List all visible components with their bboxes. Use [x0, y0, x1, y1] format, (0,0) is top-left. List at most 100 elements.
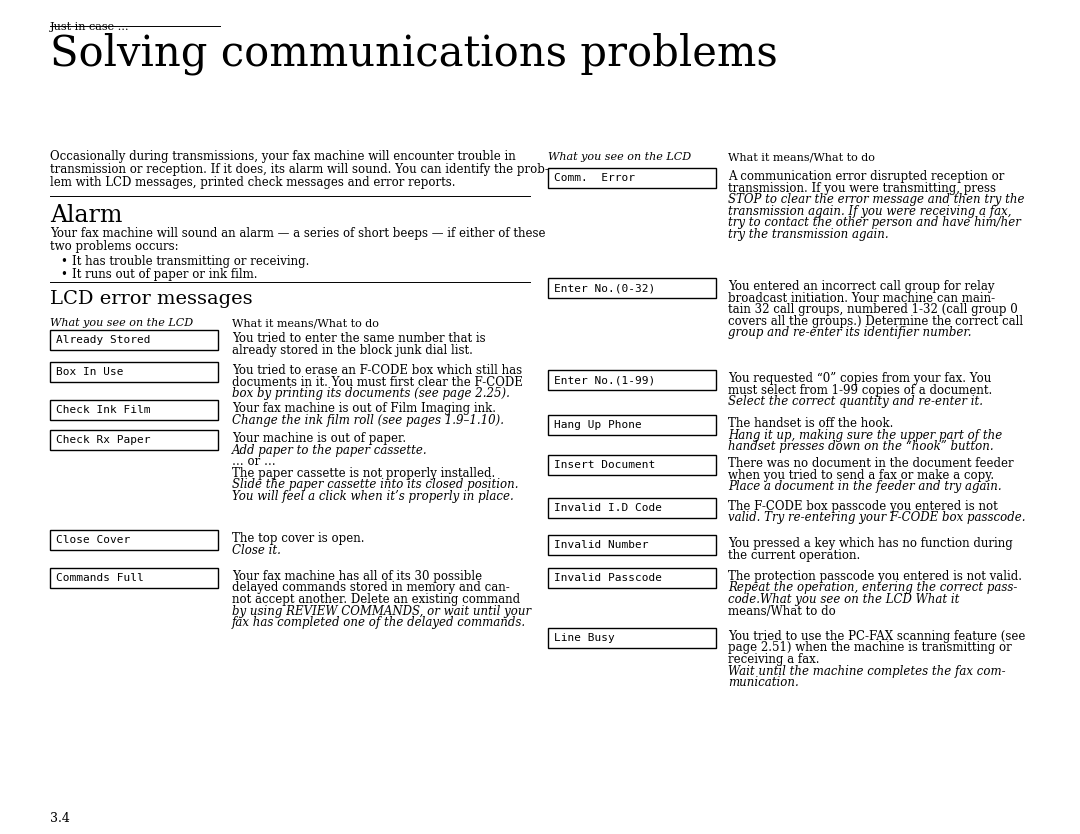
Text: Hang Up Phone: Hang Up Phone — [554, 420, 642, 430]
Bar — [50, 400, 218, 420]
Text: documents in it. You must first clear the F-CODE: documents in it. You must first clear th… — [232, 375, 523, 389]
Bar — [548, 568, 716, 588]
Text: It has trouble transmitting or receiving.: It has trouble transmitting or receiving… — [72, 255, 309, 268]
Text: not accept another. Delete an existing command: not accept another. Delete an existing c… — [232, 593, 521, 606]
Text: Invalid I.D Code: Invalid I.D Code — [554, 503, 662, 513]
Text: covers all the groups.) Determine the correct call: covers all the groups.) Determine the co… — [728, 314, 1023, 328]
Bar — [548, 370, 716, 390]
Bar — [50, 530, 218, 550]
Text: Enter No.(0-32): Enter No.(0-32) — [554, 283, 656, 293]
Text: Just in case …: Just in case … — [50, 22, 130, 32]
Text: What it means/What to do: What it means/What to do — [232, 318, 379, 328]
Text: •: • — [60, 255, 67, 268]
Text: You will feel a click when it’s properly in place.: You will feel a click when it’s properly… — [232, 490, 514, 503]
Text: The paper cassette is not properly installed.: The paper cassette is not properly insta… — [232, 466, 496, 480]
Text: Place a document in the feeder and try again.: Place a document in the feeder and try a… — [728, 480, 1001, 493]
Bar — [548, 455, 716, 475]
Text: Your machine is out of paper.: Your machine is out of paper. — [232, 432, 406, 445]
Text: tain 32 call groups, numbered 1-32 (call group 0: tain 32 call groups, numbered 1-32 (call… — [728, 303, 1017, 316]
Text: Check Rx Paper: Check Rx Paper — [56, 435, 150, 445]
Text: The top cover is open.: The top cover is open. — [232, 532, 365, 545]
Text: Your fax machine is out of Film Imaging ink.: Your fax machine is out of Film Imaging … — [232, 402, 496, 415]
Text: Your fax machine will sound an alarm — a series of short beeps — if either of th: Your fax machine will sound an alarm — a… — [50, 227, 545, 240]
Text: The F-CODE box passcode you entered is not: The F-CODE box passcode you entered is n… — [728, 500, 998, 513]
Text: What it means/What to do: What it means/What to do — [728, 152, 875, 162]
Text: Solving communications problems: Solving communications problems — [50, 32, 778, 74]
Text: must select from 1-99 copies of a document.: must select from 1-99 copies of a docume… — [728, 384, 993, 396]
Text: Add paper to the paper cassette.: Add paper to the paper cassette. — [232, 444, 428, 456]
Text: delayed commands stored in memory and can-: delayed commands stored in memory and ca… — [232, 581, 510, 595]
Text: Insert Document: Insert Document — [554, 460, 656, 470]
Bar — [50, 568, 218, 588]
Text: Close it.: Close it. — [232, 544, 281, 556]
Text: Alarm: Alarm — [50, 204, 122, 227]
Text: Your fax machine has all of its 30 possible: Your fax machine has all of its 30 possi… — [232, 570, 482, 583]
Bar — [50, 362, 218, 382]
Text: … or …: … or … — [232, 455, 275, 468]
Text: lem with LCD messages, printed check messages and error reports.: lem with LCD messages, printed check mes… — [50, 176, 456, 189]
Text: Wait until the machine completes the fax com-: Wait until the machine completes the fax… — [728, 665, 1005, 677]
Text: STOP to clear the error message and then try the: STOP to clear the error message and then… — [728, 193, 1025, 206]
Text: transmission again. If you were receiving a fax,: transmission again. If you were receivin… — [728, 204, 1012, 218]
Text: Line Busy: Line Busy — [554, 633, 615, 643]
Text: handset presses down on the “hook” button.: handset presses down on the “hook” butto… — [728, 440, 994, 453]
Text: Comm.  Error: Comm. Error — [554, 173, 635, 183]
Text: You entered an incorrect call group for relay: You entered an incorrect call group for … — [728, 280, 995, 293]
Bar — [548, 278, 716, 298]
Text: A communication error disrupted reception or: A communication error disrupted receptio… — [728, 170, 1004, 183]
Text: valid. Try re-entering your F-CODE box passcode.: valid. Try re-entering your F-CODE box p… — [728, 511, 1026, 525]
Text: You tried to use the PC-FAX scanning feature (see: You tried to use the PC-FAX scanning fea… — [728, 630, 1025, 643]
Text: try the transmission again.: try the transmission again. — [728, 228, 889, 240]
Text: transmission. If you were transmitting, press: transmission. If you were transmitting, … — [728, 182, 996, 194]
Text: Close Cover: Close Cover — [56, 535, 131, 545]
Text: The protection passcode you entered is not valid.: The protection passcode you entered is n… — [728, 570, 1022, 583]
Text: means/What to do: means/What to do — [728, 605, 836, 617]
Text: two problems occurs:: two problems occurs: — [50, 240, 178, 253]
Text: Occasionally during transmissions, your fax machine will encounter trouble in: Occasionally during transmissions, your … — [50, 150, 516, 163]
Text: the current operation.: the current operation. — [728, 549, 861, 561]
Bar — [548, 168, 716, 188]
Text: Repeat the operation, entering the correct pass-: Repeat the operation, entering the corre… — [728, 581, 1017, 595]
Text: Invalid Passcode: Invalid Passcode — [554, 573, 662, 583]
Text: receiving a fax.: receiving a fax. — [728, 653, 820, 666]
Text: Invalid Number: Invalid Number — [554, 540, 648, 550]
Text: broadcast initiation. Your machine can main-: broadcast initiation. Your machine can m… — [728, 292, 995, 304]
Bar — [548, 535, 716, 555]
Text: munication.: munication. — [728, 676, 799, 689]
Text: LCD error messages: LCD error messages — [50, 290, 253, 308]
Text: You requested “0” copies from your fax. You: You requested “0” copies from your fax. … — [728, 372, 991, 385]
Text: try to contact the other person and have him/her: try to contact the other person and have… — [728, 216, 1021, 229]
Text: •: • — [60, 268, 67, 281]
Text: What you see on the LCD: What you see on the LCD — [548, 152, 691, 162]
Text: Select the correct quantity and re-enter it.: Select the correct quantity and re-enter… — [728, 395, 983, 408]
Bar — [50, 430, 218, 450]
Text: Change the ink film roll (see pages 1.9–1.10).: Change the ink film roll (see pages 1.9–… — [232, 414, 504, 426]
Text: What you see on the LCD: What you see on the LCD — [50, 318, 193, 328]
Text: by using REVIEW COMMANDS, or wait until your: by using REVIEW COMMANDS, or wait until … — [232, 605, 531, 617]
Text: You tried to enter the same number that is: You tried to enter the same number that … — [232, 332, 486, 345]
Text: Enter No.(1-99): Enter No.(1-99) — [554, 375, 656, 385]
Text: transmission or reception. If it does, its alarm will sound. You can identify th: transmission or reception. If it does, i… — [50, 163, 549, 176]
Text: You tried to erase an F-CODE box which still has: You tried to erase an F-CODE box which s… — [232, 364, 522, 377]
Bar — [548, 628, 716, 648]
Bar — [50, 330, 218, 350]
Text: 3.4: 3.4 — [50, 812, 70, 825]
Text: You pressed a key which has no function during: You pressed a key which has no function … — [728, 537, 1013, 550]
Text: Commands Full: Commands Full — [56, 573, 144, 583]
Text: page 2.51) when the machine is transmitting or: page 2.51) when the machine is transmitt… — [728, 641, 1012, 655]
Text: Slide the paper cassette into its closed position.: Slide the paper cassette into its closed… — [232, 478, 518, 491]
Text: Box In Use: Box In Use — [56, 367, 123, 377]
Text: already stored in the block junk dial list.: already stored in the block junk dial li… — [232, 344, 473, 356]
Text: code.What you see on the LCD What it: code.What you see on the LCD What it — [728, 593, 959, 606]
Text: box by printing its documents (see page 2.25).: box by printing its documents (see page … — [232, 387, 510, 400]
Text: Hang it up, making sure the upper part of the: Hang it up, making sure the upper part o… — [728, 429, 1002, 441]
Text: Check Ink Film: Check Ink Film — [56, 405, 150, 415]
Text: The handset is off the hook.: The handset is off the hook. — [728, 417, 893, 430]
Bar — [548, 498, 716, 518]
Bar — [548, 415, 716, 435]
Text: when you tried to send a fax or make a copy.: when you tried to send a fax or make a c… — [728, 469, 994, 481]
Text: Already Stored: Already Stored — [56, 335, 150, 345]
Text: It runs out of paper or ink film.: It runs out of paper or ink film. — [72, 268, 257, 281]
Text: group and re-enter its identifier number.: group and re-enter its identifier number… — [728, 326, 972, 339]
Text: fax has completed one of the delayed commands.: fax has completed one of the delayed com… — [232, 616, 526, 629]
